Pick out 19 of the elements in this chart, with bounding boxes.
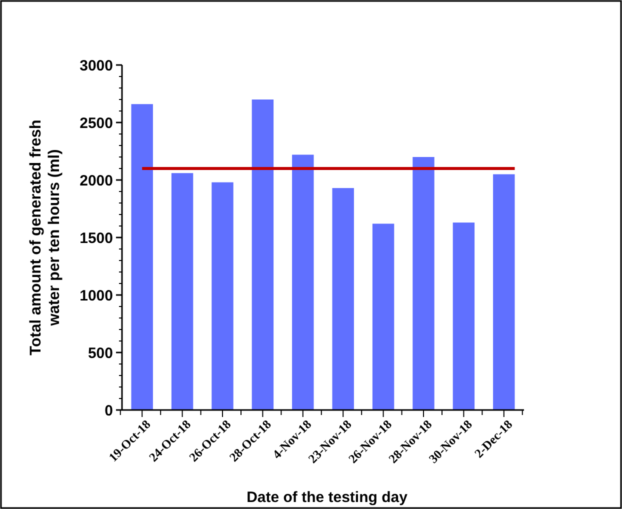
bar [212, 182, 234, 410]
bar [493, 174, 515, 410]
bar [292, 154, 314, 410]
y-tick-label: 2000 [80, 172, 113, 190]
bar [252, 100, 274, 410]
y-tick-label: 0 [104, 402, 113, 420]
bar [131, 104, 153, 410]
bar [332, 188, 354, 410]
bar [452, 222, 475, 410]
y-tick-label: 1000 [80, 287, 113, 304]
x-axis-title: Date of the testing day [246, 489, 408, 506]
y-tick-label: 3000 [80, 57, 113, 74]
y-tick-label: 1500 [80, 230, 113, 247]
y-tick-label: 2500 [80, 114, 113, 132]
bar [171, 173, 194, 410]
y-axis-title: Total amount of generated fresh water per ten hours (ml) [27, 120, 64, 356]
bar [372, 224, 394, 410]
bar [412, 157, 434, 410]
y-tick-label: 500 [88, 344, 113, 362]
